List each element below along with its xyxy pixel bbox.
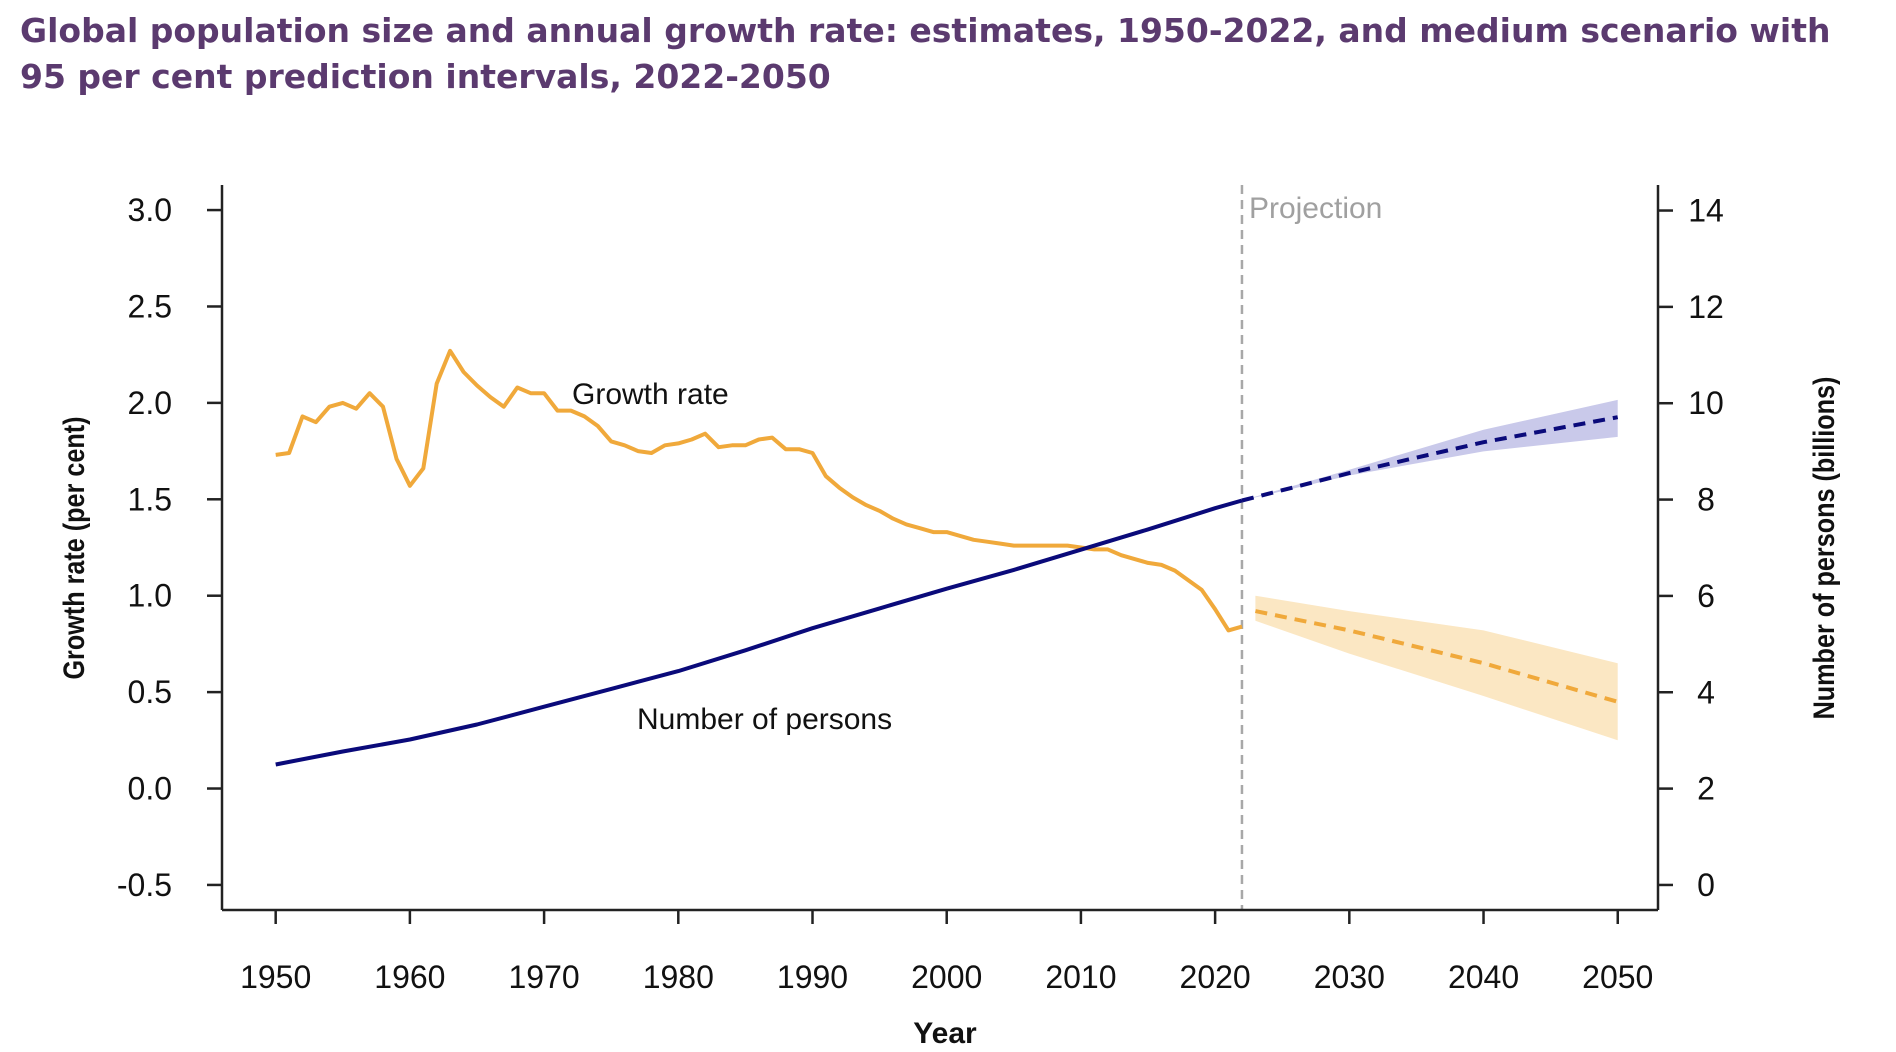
x-tick-label: 2020 — [1180, 959, 1251, 995]
y-left-tick-label: 0.5 — [128, 674, 172, 710]
y-left-axis-title: Growth rate (per cent) — [57, 416, 91, 679]
population-prediction-band — [1242, 399, 1618, 501]
x-tick-label: 1970 — [508, 959, 579, 995]
y-right-axis-title: Number of persons (billions) — [1807, 377, 1841, 720]
y-left-tick-label: 1.5 — [128, 481, 172, 517]
x-tick-label: 2040 — [1448, 959, 1519, 995]
y-right-tick-label: 6 — [1697, 578, 1715, 614]
x-tick-label: 1960 — [374, 959, 445, 995]
x-axis-title: Year — [913, 1017, 977, 1050]
x-tick-label: 1980 — [643, 959, 714, 995]
x-tick-label: 2050 — [1582, 959, 1653, 995]
projection-label: Projection — [1249, 192, 1382, 225]
y-left-tick-label: 2.5 — [128, 288, 172, 324]
growth-rate-line — [275, 348, 1243, 633]
y-left-tick-label: 0.0 — [128, 771, 172, 807]
y-right-tick-label: 4 — [1697, 674, 1715, 710]
y-left-tick-label: 1.0 — [128, 578, 172, 614]
x-tick-label: 2010 — [1045, 959, 1116, 995]
x-tick-label: 1950 — [240, 959, 311, 995]
series-label-number-of-persons: Number of persons — [637, 703, 892, 736]
y-left-tick-label: -0.5 — [117, 867, 172, 903]
y-right-tick-label: 8 — [1697, 482, 1715, 518]
y-right-tick-label: 2 — [1697, 771, 1715, 807]
x-tick-label: 2000 — [911, 959, 982, 995]
population-line — [275, 498, 1243, 767]
y-left-tick-label: 3.0 — [128, 192, 172, 228]
x-tick-label: 1990 — [777, 959, 848, 995]
x-tick-label: 2030 — [1314, 959, 1385, 995]
series-label-growth-rate: Growth rate — [572, 378, 729, 411]
chart-title: Global population size and annual growth… — [20, 11, 1831, 96]
y-right-tick-label: 0 — [1697, 867, 1715, 903]
growth-rate-projection-line — [1254, 609, 1619, 704]
growth-rate-prediction-band — [1255, 595, 1618, 741]
y-left-tick-label: 2.0 — [128, 385, 172, 421]
y-right-tick-label: 10 — [1688, 385, 1724, 421]
y-right-tick-label: 14 — [1688, 193, 1724, 229]
y-right-tick-label: 12 — [1688, 289, 1724, 325]
